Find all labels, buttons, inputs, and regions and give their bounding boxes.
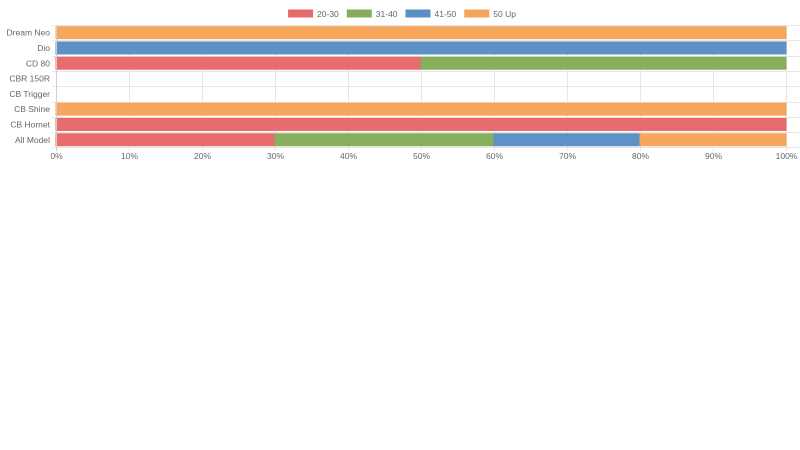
x-tick-label: 60% [486,151,503,161]
legend[interactable]: 20-30 31-40 41-50 50 Up [288,9,516,19]
x-tick-label: 40% [340,151,357,161]
x-tick-label: 70% [559,151,576,161]
category-label: CB Trigger [9,89,50,99]
legend-swatch [405,9,431,18]
x-tick-label: 90% [705,151,722,161]
x-tick-label: 100% [776,151,798,161]
category-label: CB Shine [14,104,50,114]
x-tick-label: 50% [413,151,430,161]
x-tick-label: 80% [632,151,649,161]
legend-swatch [464,9,490,18]
category-label: CB Hornet [10,119,50,129]
x-tick-label: 10% [121,151,138,161]
bar-segment[interactable] [55,56,422,70]
bar-segment[interactable] [420,56,787,70]
x-tick-label: 20% [194,151,211,161]
bar-segment[interactable] [55,41,787,55]
category-label: Dio [37,43,50,53]
legend-label[interactable]: 50 Up [493,9,516,19]
legend-label[interactable]: 20-30 [317,9,339,19]
legend-swatch [346,9,372,18]
bars [55,26,787,147]
category-label: All Model [15,135,50,145]
legend-label[interactable]: 31-40 [376,9,398,19]
bar-segment[interactable] [55,102,787,116]
legend-label[interactable]: 41-50 [435,9,457,19]
axes: 0% 10% 20% 30% 40% 50% 60% 70% 80% 90% 100% Dream N… [7,25,798,161]
category-label: CD 80 [26,58,50,68]
category-label: Dream Neo [7,28,51,38]
bar-segment[interactable] [493,133,641,147]
bar-segment[interactable] [639,133,787,147]
bar-segment[interactable] [274,133,495,147]
bar-segment[interactable] [55,133,276,147]
legend-swatch [288,9,314,18]
x-tick-label: 0% [50,151,63,161]
bar-segment[interactable] [55,26,787,40]
x-tick-label: 30% [267,151,284,161]
bar-segment[interactable] [55,117,787,131]
category-label: CBR 150R [9,74,50,84]
